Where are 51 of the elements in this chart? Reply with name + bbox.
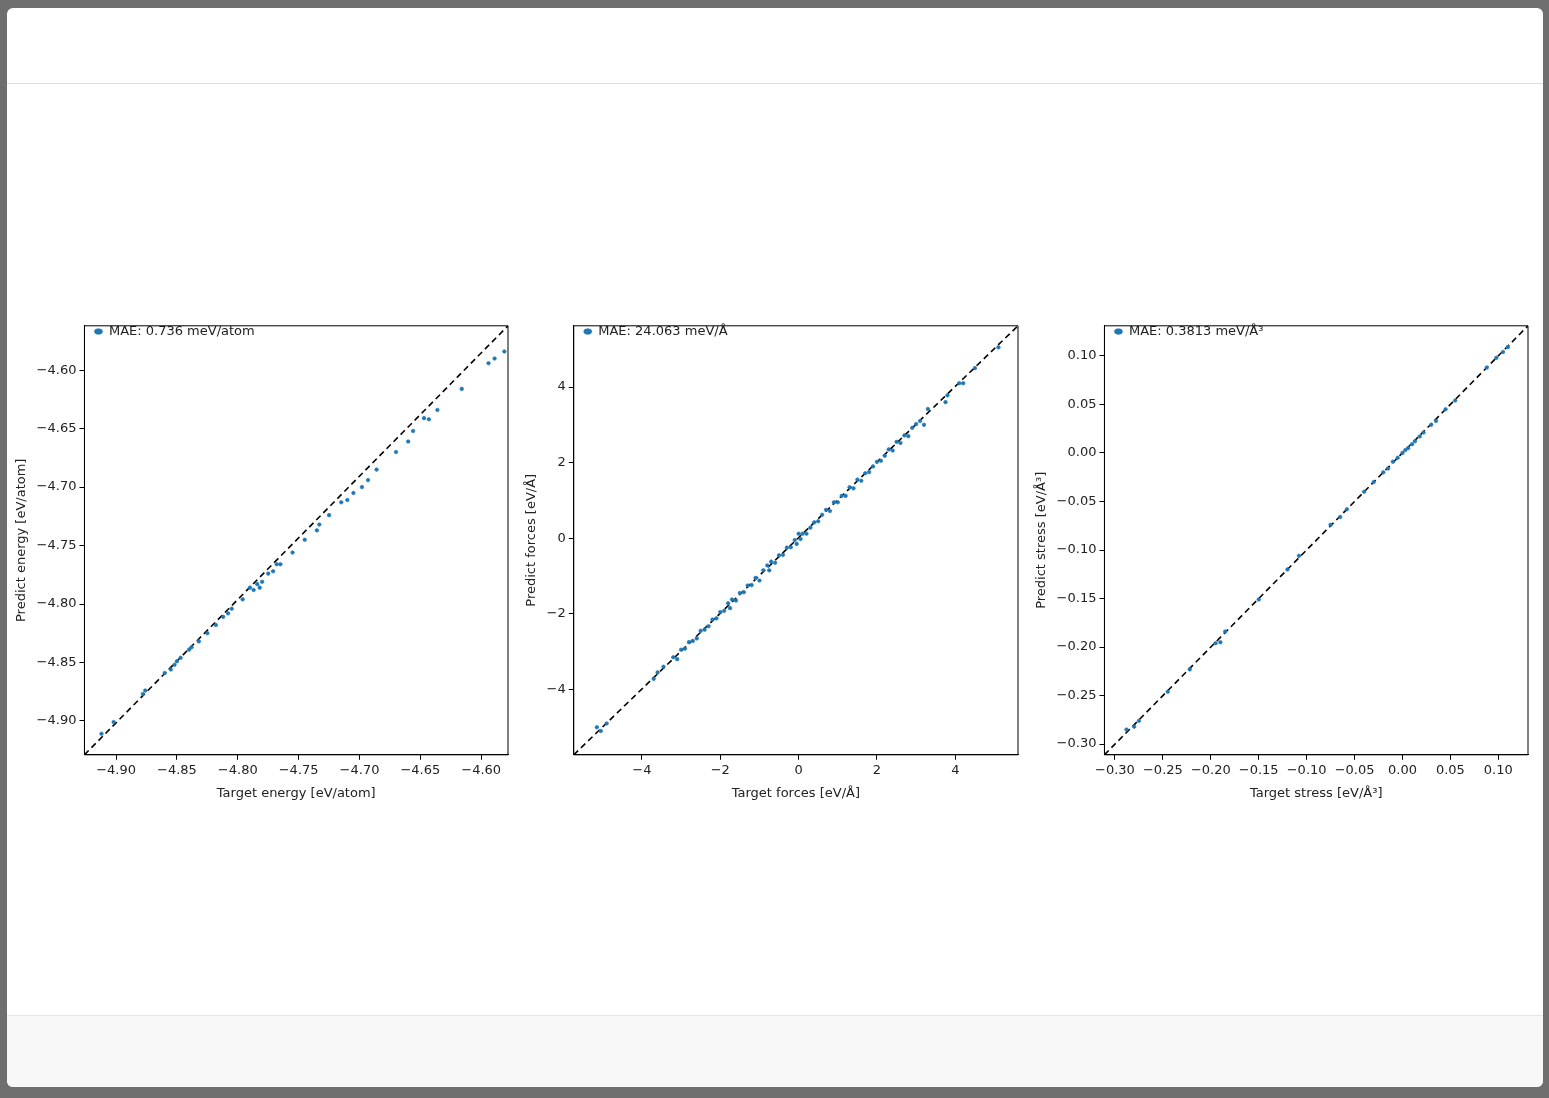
y-tick-label: 0: [557, 529, 566, 545]
y-tick-label: −0.15: [1056, 589, 1097, 605]
x-tick-label: −0.25: [1142, 761, 1183, 777]
x-tick-label: −4.65: [400, 761, 441, 777]
y-tick-label: 0.05: [1067, 395, 1097, 411]
x-tick-label: −0.05: [1334, 761, 1375, 777]
legend-label: MAE: 0.3813 meV/Å³: [1128, 322, 1264, 338]
x-tick-label: 4: [951, 761, 960, 777]
x-tick-label: −4.75: [278, 761, 319, 777]
y-tick-label: −4.60: [36, 361, 77, 377]
y-tick-label: −0.20: [1056, 638, 1097, 654]
x-tick-label: −4.60: [461, 761, 502, 777]
y-tick-label: −4.75: [36, 536, 77, 552]
y-tick-label: −4.85: [36, 653, 77, 669]
y-tick-label: 4: [557, 378, 566, 394]
x-tick-label: 0: [794, 761, 803, 777]
x-tick-label: −4.80: [217, 761, 258, 777]
y-tick-label: −0.25: [1056, 686, 1097, 702]
x-tick-label: −0.10: [1286, 761, 1327, 777]
x-axis-title: Target energy [eV/atom]: [215, 784, 376, 800]
y-tick-label: 0.00: [1067, 444, 1097, 460]
x-tick-label: 0.00: [1387, 761, 1417, 777]
y-tick-label: −4.80: [36, 595, 77, 611]
y-axis-title: Predict forces [eV/Å]: [523, 473, 539, 607]
x-tick-label: 2: [872, 761, 882, 777]
x-tick-label: −4.70: [339, 761, 380, 777]
y-tick-label: −2: [546, 605, 566, 621]
x-tick-label: −4.85: [157, 761, 197, 777]
y-tick-label: −4: [546, 680, 566, 696]
y-tick-label: −0.30: [1056, 735, 1097, 751]
x-tick-label: −0.20: [1190, 761, 1231, 777]
x-axis-title: Target forces [eV/Å]: [730, 784, 861, 800]
x-axis-title: Target stress [eV/Å³]: [1248, 784, 1383, 800]
x-tick-label: −2: [710, 761, 730, 777]
legend-label: MAE: 24.063 meV/Å: [598, 322, 728, 338]
y-tick-label: 2: [557, 454, 566, 469]
x-tick-label: −0.15: [1238, 761, 1279, 777]
y-tick-label: −4.70: [36, 478, 77, 494]
x-tick-label: −4: [632, 761, 652, 777]
y-axis-title: Predict stress [eV/Å³]: [1033, 471, 1049, 609]
y-axis-title: Predict energy [eV/atom]: [13, 458, 29, 623]
y-tick-label: 0.10: [1067, 347, 1097, 363]
x-tick-label: 0.10: [1483, 761, 1513, 777]
x-tick-label: −0.30: [1095, 761, 1135, 777]
x-tick-label: 0.05: [1435, 761, 1465, 777]
y-tick-label: −0.05: [1056, 492, 1097, 508]
y-tick-label: −4.90: [36, 712, 77, 728]
x-tick-label: −4.90: [96, 761, 137, 777]
y-tick-label: −4.65: [36, 420, 77, 436]
y-tick-label: −0.10: [1056, 541, 1097, 557]
legend-label: MAE: 0.736 meV/atom: [108, 322, 255, 338]
